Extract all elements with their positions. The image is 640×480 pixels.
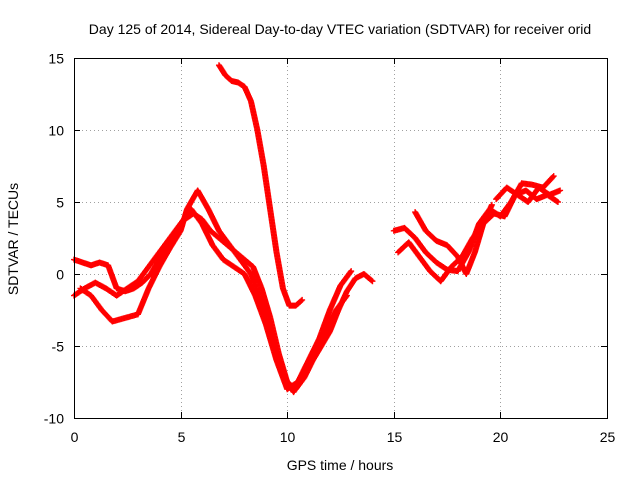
series-track-7 (412, 201, 495, 277)
plot-marks (71, 62, 564, 396)
data-point (550, 173, 557, 180)
x-axis-label: GPS time / hours (287, 457, 394, 473)
x-tick-label: 5 (178, 429, 186, 445)
data-point (557, 187, 564, 194)
data-point (348, 268, 355, 275)
series-track-3 (77, 187, 350, 396)
x-tick-label: 10 (280, 429, 296, 445)
y-tick-label: -5 (52, 339, 65, 355)
x-tick-label: 20 (493, 429, 509, 445)
data-point (347, 269, 354, 276)
y-tick-label: 0 (56, 267, 64, 283)
y-tick-label: 15 (48, 51, 64, 67)
data-point (554, 199, 561, 205)
data-point (299, 296, 306, 303)
grid (74, 58, 607, 418)
y-axis-label: SDTVAR / TECUs (5, 183, 21, 295)
data-point (343, 293, 350, 300)
y-tick-label: 10 (48, 123, 64, 139)
series-track-4 (215, 62, 306, 309)
x-tick-label: 25 (600, 429, 616, 445)
y-tick-label: -10 (44, 411, 64, 427)
data-point (488, 201, 495, 208)
data-point (368, 277, 375, 284)
data-point (369, 278, 376, 285)
data-point (549, 173, 556, 180)
x-tick-label: 15 (387, 429, 403, 445)
ticks: 0 5 10 15 20 25 -10 -5 0 5 10 15 (44, 51, 616, 446)
series-track-8 (493, 184, 564, 205)
plot-frame (74, 58, 608, 419)
y-tick-label: 5 (56, 195, 64, 211)
chart-title: Day 125 of 2014, Sidereal Day-to-day VTE… (89, 21, 591, 37)
data-point (343, 292, 350, 299)
x-tick-label: 0 (71, 429, 79, 445)
data-point (298, 297, 305, 304)
